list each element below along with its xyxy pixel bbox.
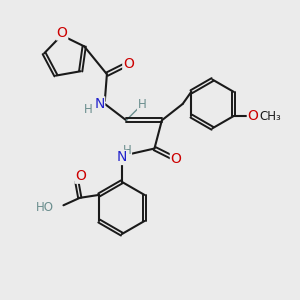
Text: N: N xyxy=(94,97,105,111)
Text: H: H xyxy=(138,98,146,111)
Text: O: O xyxy=(75,169,86,183)
Text: O: O xyxy=(170,152,181,166)
Text: O: O xyxy=(248,109,258,123)
Text: H: H xyxy=(123,144,131,158)
Text: O: O xyxy=(123,57,134,71)
Text: O: O xyxy=(57,26,68,40)
Text: N: N xyxy=(117,150,127,164)
Text: CH₃: CH₃ xyxy=(259,110,281,123)
Text: H: H xyxy=(84,103,93,116)
Text: HO: HO xyxy=(36,201,54,214)
